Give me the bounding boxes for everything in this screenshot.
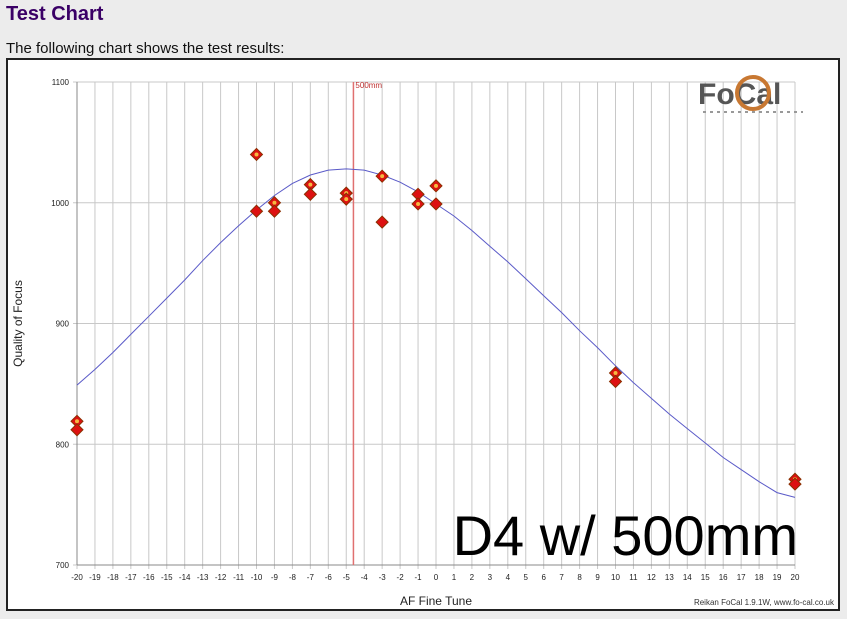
data-point: [267, 204, 282, 218]
credit-text: Reikan FoCal 1.9.1W, www.fo-cal.co.uk: [694, 598, 835, 607]
x-tick-label: 18: [755, 573, 764, 582]
data-point: [608, 374, 623, 389]
x-tick-label: 16: [719, 573, 728, 582]
data-point: [429, 197, 443, 211]
x-tick-label: -3: [379, 573, 387, 582]
x-tick-label: 8: [577, 573, 582, 582]
x-tick-label: 12: [647, 573, 656, 582]
data-point: [303, 187, 318, 202]
focal-logo-ring: [735, 75, 771, 111]
x-tick-label: 19: [773, 573, 782, 582]
x-tick-label: -8: [289, 573, 297, 582]
x-tick-label: 0: [434, 573, 439, 582]
data-point: [249, 204, 264, 218]
data-point-center: [308, 182, 313, 187]
data-point-center: [380, 174, 385, 179]
x-tick-label: -12: [215, 573, 227, 582]
data-point-center: [434, 183, 438, 188]
overlay-caption: D4 w/ 500mm: [453, 504, 798, 567]
x-tick-label: -2: [397, 573, 405, 582]
x-tick-label: 13: [665, 573, 674, 582]
x-tick-label: 20: [791, 573, 800, 582]
x-axis-label: AF Fine Tune: [400, 594, 472, 608]
y-tick-label: 1100: [52, 78, 70, 87]
x-tick-label: -15: [161, 573, 173, 582]
x-tick-label: -18: [107, 573, 119, 582]
data-point-center: [613, 371, 618, 376]
x-tick-label: -6: [325, 573, 333, 582]
y-tick-label: 800: [56, 440, 70, 449]
data-point-center: [75, 419, 79, 424]
y-tick-label: 700: [56, 561, 70, 570]
x-tick-label: -11: [233, 573, 245, 582]
x-tick-label: -17: [125, 573, 137, 582]
x-tick-label: -19: [89, 573, 101, 582]
x-tick-label: 11: [629, 573, 638, 582]
data-point: [788, 477, 802, 491]
x-tick-label: 15: [701, 573, 710, 582]
x-tick-label: 3: [488, 573, 493, 582]
page-subtitle: The following chart shows the test resul…: [6, 40, 285, 57]
data-point-center: [254, 152, 259, 157]
data-points: [70, 147, 802, 491]
page-title: Test Chart: [6, 3, 104, 25]
x-tick-label: 9: [595, 573, 600, 582]
grid: [73, 81, 796, 569]
x-tick-label: 14: [683, 573, 692, 582]
test-chart: 500mm -20 -19 -18 -17 -16 -15 -14 -13 -12 -11 -10-…: [11, 75, 835, 608]
x-tick-label: -10: [251, 573, 263, 582]
x-tick-label: -5: [343, 573, 351, 582]
data-point-center: [416, 201, 421, 206]
tick-labels: -20 -19 -18 -17 -16 -15 -14 -13 -12 -11 -10 -9 -8 -7-…: [51, 78, 800, 582]
y-axis-label: Quality of Focus: [11, 280, 25, 367]
x-tick-label: 10: [611, 573, 620, 582]
x-tick-label: -1: [414, 573, 422, 582]
chart-frame: 500mm -20 -19 -18 -17 -16 -15 -14 -13 -12 -11 -10-…: [6, 58, 840, 611]
x-tick-label: -16: [143, 573, 155, 582]
x-tick-label: -9: [271, 573, 279, 582]
reference-line-label: 500mm: [355, 81, 382, 90]
data-point-center: [344, 197, 349, 202]
x-tick-label: 6: [541, 573, 546, 582]
x-tick-label: -14: [179, 573, 191, 582]
x-tick-label: 7: [559, 573, 564, 582]
x-tick-label: 2: [470, 573, 475, 582]
x-tick-label: -7: [307, 573, 315, 582]
y-tick-label: 1000: [51, 199, 69, 208]
x-tick-label: -20: [71, 573, 83, 582]
focal-logo: FoCal: [698, 75, 803, 113]
x-tick-label: -4: [361, 573, 369, 582]
x-tick-label: 4: [506, 573, 511, 582]
data-point: [70, 423, 84, 437]
x-tick-label: 5: [524, 573, 529, 582]
x-tick-label: 17: [737, 573, 746, 582]
data-point: [375, 215, 389, 229]
data-point-center: [272, 200, 277, 205]
x-tick-label: 1: [452, 573, 457, 582]
reference-line-group: 500mm: [352, 81, 382, 565]
y-tick-label: 900: [56, 320, 70, 329]
x-tick-label: -13: [197, 573, 209, 582]
